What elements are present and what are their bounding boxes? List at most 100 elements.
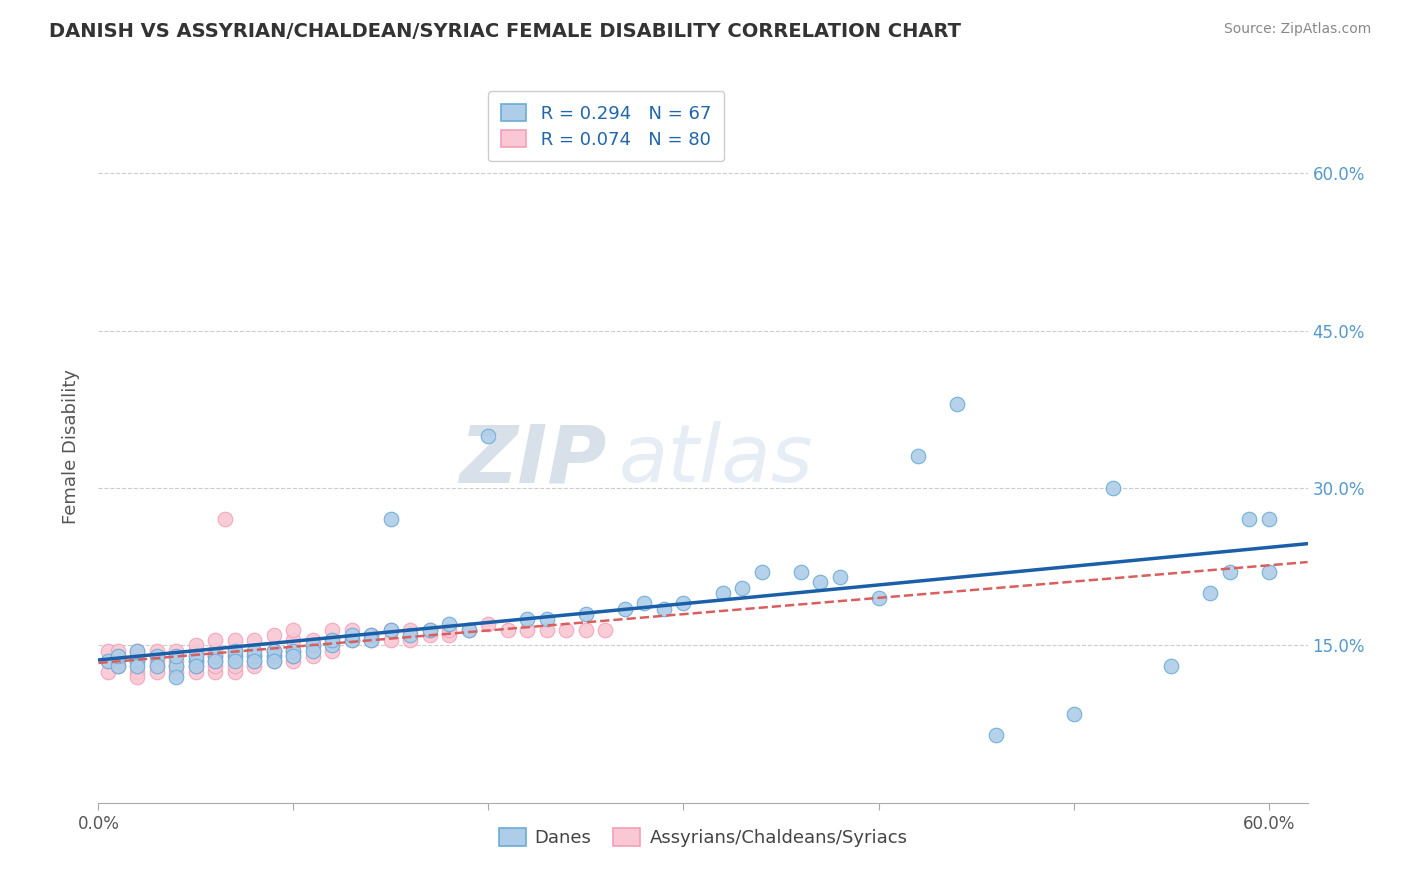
- Point: [224, 648, 246, 663]
- Point: [439, 628, 461, 642]
- Point: [165, 659, 187, 673]
- Point: [496, 623, 519, 637]
- Point: [263, 643, 285, 657]
- Point: [165, 648, 187, 663]
- Point: [419, 628, 441, 642]
- Point: [204, 648, 226, 663]
- Point: [340, 623, 363, 637]
- Point: [184, 648, 207, 663]
- Point: [204, 654, 226, 668]
- Point: [184, 659, 207, 673]
- Legend: Danes, Assyrians/Chaldeans/Syriacs: Danes, Assyrians/Chaldeans/Syriacs: [491, 822, 915, 855]
- Point: [283, 633, 305, 648]
- Point: [127, 659, 149, 673]
- Point: [146, 654, 169, 668]
- Point: [1199, 586, 1222, 600]
- Point: [165, 648, 187, 663]
- Point: [575, 607, 598, 621]
- Point: [340, 633, 363, 648]
- Point: [399, 628, 422, 642]
- Point: [243, 633, 266, 648]
- Point: [243, 659, 266, 673]
- Point: [711, 586, 734, 600]
- Point: [380, 512, 402, 526]
- Point: [204, 654, 226, 668]
- Point: [165, 670, 187, 684]
- Point: [184, 654, 207, 668]
- Point: [224, 665, 246, 679]
- Point: [97, 654, 120, 668]
- Point: [340, 628, 363, 642]
- Point: [283, 623, 305, 637]
- Point: [321, 639, 343, 653]
- Point: [321, 643, 343, 657]
- Point: [360, 633, 382, 648]
- Point: [1160, 659, 1182, 673]
- Point: [107, 659, 129, 673]
- Point: [243, 654, 266, 668]
- Point: [1101, 481, 1123, 495]
- Point: [224, 659, 246, 673]
- Point: [477, 617, 499, 632]
- Point: [165, 643, 187, 657]
- Point: [399, 633, 422, 648]
- Point: [516, 623, 538, 637]
- Text: DANISH VS ASSYRIAN/CHALDEAN/SYRIAC FEMALE DISABILITY CORRELATION CHART: DANISH VS ASSYRIAN/CHALDEAN/SYRIAC FEMAL…: [49, 22, 962, 41]
- Point: [224, 654, 246, 668]
- Point: [283, 654, 305, 668]
- Point: [97, 643, 120, 657]
- Point: [283, 643, 305, 657]
- Point: [321, 633, 343, 648]
- Point: [1063, 706, 1085, 721]
- Point: [302, 633, 325, 648]
- Point: [321, 633, 343, 648]
- Point: [146, 648, 169, 663]
- Point: [380, 623, 402, 637]
- Point: [575, 623, 598, 637]
- Point: [380, 633, 402, 648]
- Point: [107, 648, 129, 663]
- Point: [184, 648, 207, 663]
- Point: [204, 665, 226, 679]
- Point: [224, 643, 246, 657]
- Point: [672, 596, 695, 610]
- Point: [204, 659, 226, 673]
- Point: [1219, 565, 1241, 579]
- Point: [536, 623, 558, 637]
- Point: [614, 601, 637, 615]
- Point: [184, 654, 207, 668]
- Point: [283, 648, 305, 663]
- Point: [458, 623, 481, 637]
- Point: [536, 612, 558, 626]
- Point: [224, 633, 246, 648]
- Point: [283, 648, 305, 663]
- Point: [321, 623, 343, 637]
- Point: [360, 628, 382, 642]
- Point: [127, 665, 149, 679]
- Point: [204, 643, 226, 657]
- Point: [184, 643, 207, 657]
- Point: [214, 512, 236, 526]
- Point: [302, 648, 325, 663]
- Text: ZIP: ZIP: [458, 421, 606, 500]
- Point: [419, 623, 441, 637]
- Point: [789, 565, 811, 579]
- Point: [146, 665, 169, 679]
- Point: [184, 665, 207, 679]
- Point: [107, 643, 129, 657]
- Point: [165, 659, 187, 673]
- Point: [399, 623, 422, 637]
- Point: [302, 639, 325, 653]
- Point: [127, 648, 149, 663]
- Point: [263, 654, 285, 668]
- Point: [146, 659, 169, 673]
- Point: [868, 591, 890, 606]
- Point: [263, 654, 285, 668]
- Point: [184, 639, 207, 653]
- Point: [263, 643, 285, 657]
- Point: [633, 596, 655, 610]
- Point: [360, 628, 382, 642]
- Point: [243, 654, 266, 668]
- Point: [127, 643, 149, 657]
- Text: atlas: atlas: [619, 421, 813, 500]
